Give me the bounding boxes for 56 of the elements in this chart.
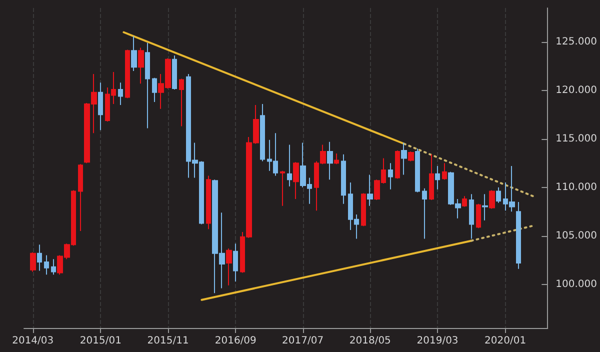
candlestick bbox=[226, 248, 232, 286]
y-tick-label: 105.000 bbox=[556, 230, 598, 242]
candlestick bbox=[496, 186, 501, 204]
candlestick bbox=[125, 49, 130, 99]
candlestick bbox=[435, 166, 440, 190]
candlestick bbox=[415, 148, 420, 193]
candlestick bbox=[131, 36, 137, 72]
candlestick bbox=[388, 162, 393, 190]
candlestick bbox=[469, 194, 474, 240]
candlestick bbox=[482, 194, 488, 221]
candlestick bbox=[442, 162, 447, 180]
candlestick bbox=[145, 42, 150, 129]
candlestick bbox=[98, 82, 103, 131]
y-tick-label: 100.000 bbox=[556, 278, 598, 290]
x-tick-label: 2014/03 bbox=[12, 336, 54, 346]
candlestick bbox=[395, 150, 400, 180]
candlestick bbox=[462, 196, 467, 208]
candlestick bbox=[152, 77, 157, 103]
y-tick-label: 110.000 bbox=[556, 182, 598, 193]
x-tick-label: 2015/11 bbox=[147, 336, 189, 346]
y-tick-label: 115.000 bbox=[556, 133, 598, 144]
candlestick bbox=[233, 243, 238, 282]
candlestick bbox=[367, 174, 373, 206]
candlestick bbox=[37, 244, 42, 272]
x-tick-label: 2020/01 bbox=[484, 336, 526, 346]
candlestick bbox=[476, 203, 481, 229]
candlestick bbox=[179, 78, 184, 127]
candlestick bbox=[51, 258, 56, 276]
x-tick-label: 2015/01 bbox=[80, 336, 122, 346]
candlestick bbox=[408, 151, 414, 162]
candlestick bbox=[489, 190, 495, 210]
candlestick bbox=[293, 162, 299, 200]
candlestick bbox=[78, 164, 83, 232]
candlestick bbox=[429, 154, 434, 200]
candlestick bbox=[30, 252, 36, 272]
x-tick-label: 2019/03 bbox=[416, 336, 458, 346]
candlestick bbox=[401, 142, 407, 176]
candlestick bbox=[260, 104, 265, 162]
candlestick bbox=[280, 170, 285, 206]
candlestick bbox=[118, 82, 123, 106]
candlestick bbox=[334, 152, 339, 165]
y-tick-label: 125.000 bbox=[556, 36, 598, 48]
candlestick bbox=[172, 55, 177, 90]
candlestick bbox=[206, 175, 211, 230]
candlestick bbox=[287, 144, 292, 187]
candlestick bbox=[138, 47, 144, 84]
x-tick-label: 2018/05 bbox=[349, 336, 391, 346]
candlestick bbox=[422, 188, 427, 240]
candlestick bbox=[516, 201, 521, 270]
candlestick bbox=[327, 141, 333, 180]
x-tick-label: 2016/09 bbox=[214, 336, 256, 346]
candlestick bbox=[341, 154, 346, 204]
candlestick bbox=[44, 254, 49, 276]
x-tick-label: 2017/07 bbox=[282, 336, 324, 346]
candlestick bbox=[361, 192, 366, 227]
y-tick-label: 120.000 bbox=[556, 84, 598, 96]
